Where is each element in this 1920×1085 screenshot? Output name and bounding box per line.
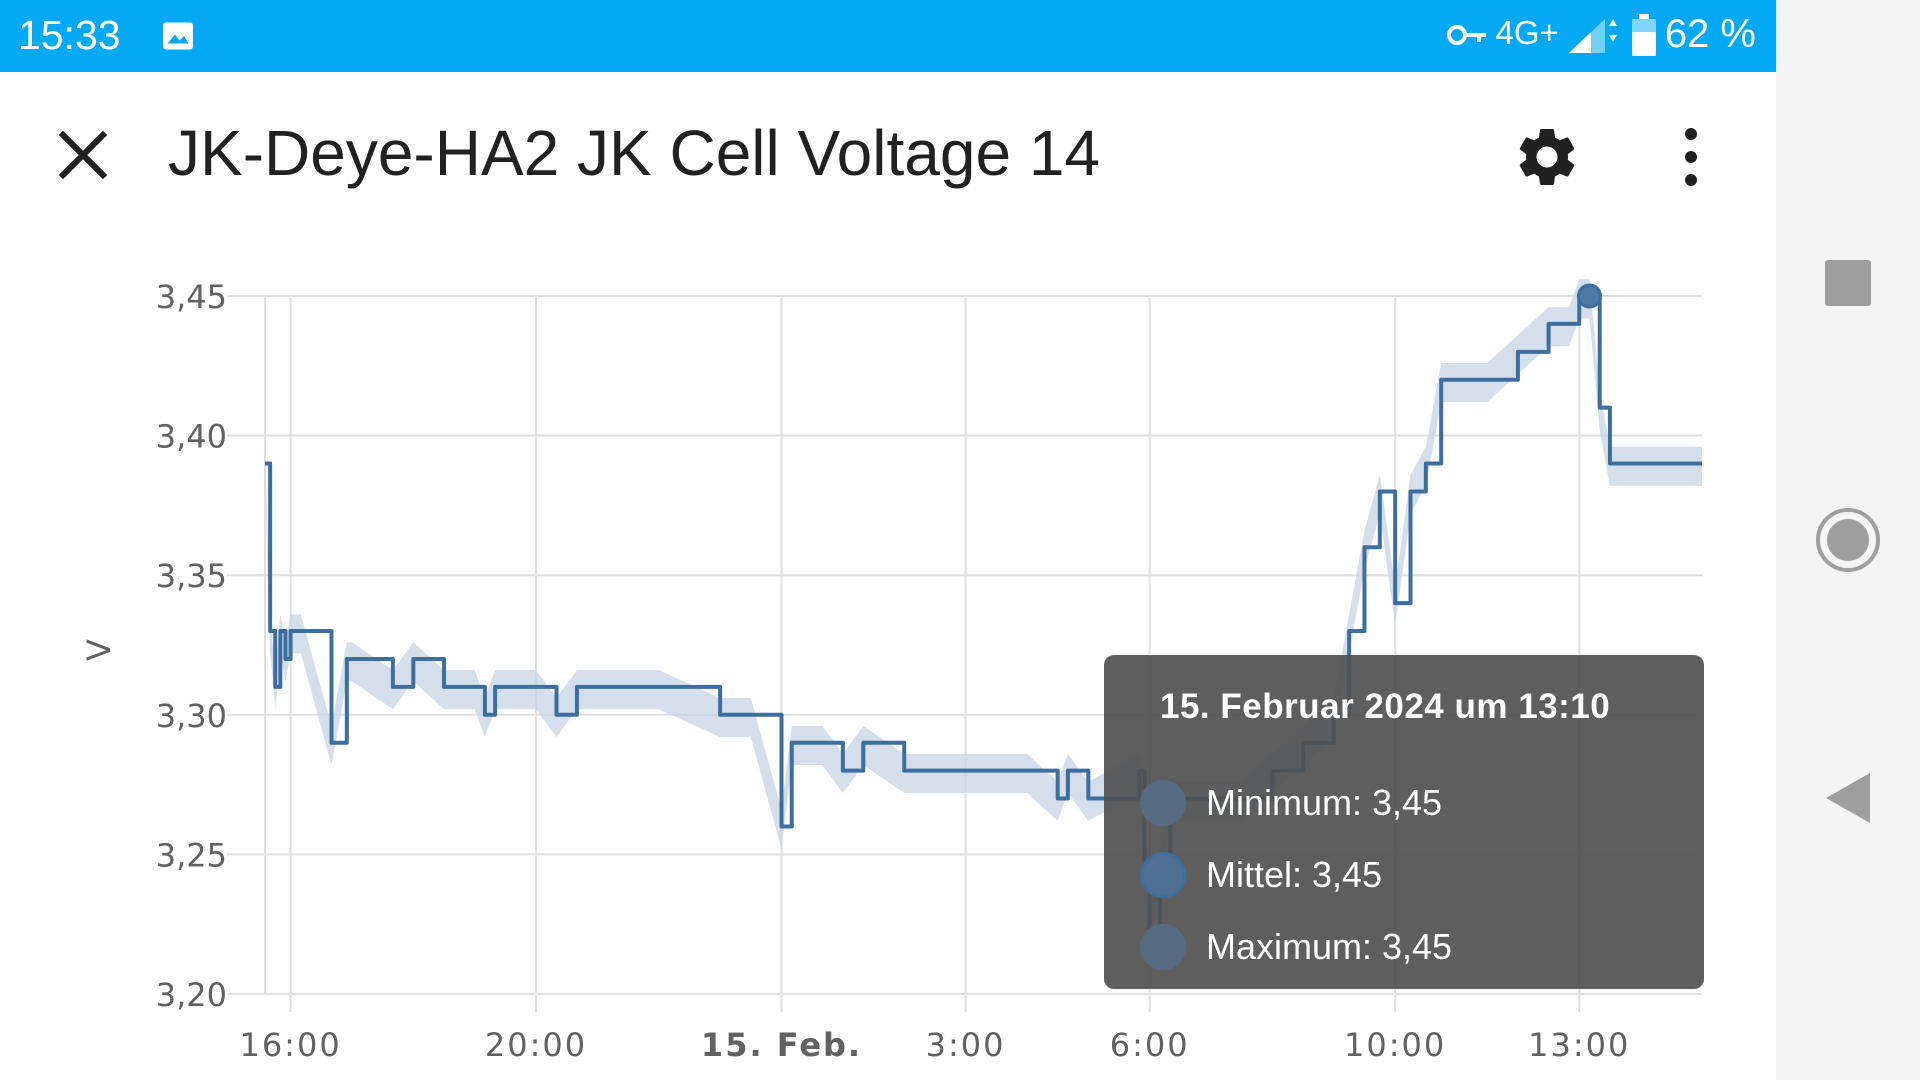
tooltip-title: 15. Februar 2024 um 13:10 bbox=[1160, 687, 1611, 726]
status-time: 15:33 bbox=[18, 12, 121, 58]
x-tick-label: 6:00 bbox=[1110, 1026, 1190, 1064]
dialog-header: JK-Deye-HA2 JK Cell Voltage 14 bbox=[0, 72, 1776, 242]
back-button[interactable] bbox=[1776, 758, 1920, 838]
y-tick-label: 3,25 bbox=[156, 836, 227, 874]
tooltip-row-mean: Mittel: 3,45 bbox=[1140, 847, 1382, 903]
tooltip-mean-text: Mittel: 3,45 bbox=[1206, 854, 1383, 895]
image-icon bbox=[163, 22, 193, 50]
legend-mean-swatch bbox=[1140, 852, 1186, 898]
vpn-key-icon bbox=[1446, 24, 1486, 45]
close-icon[interactable] bbox=[55, 127, 111, 183]
signal-icon bbox=[1568, 18, 1617, 53]
x-tick-label: 16:00 bbox=[239, 1026, 341, 1064]
chart-tooltip: 15. Februar 2024 um 13:10 Minimum: 3,45 … bbox=[1104, 655, 1704, 989]
hover-point bbox=[1576, 283, 1602, 309]
network-type: 4G+ bbox=[1495, 13, 1559, 51]
y-axis: 3,45 3,40 3,35 3,30 3,25 3,20 bbox=[156, 278, 227, 1014]
series-line-mittel[interactable] bbox=[265, 294, 1702, 941]
page-title: JK-Deye-HA2 JK Cell Voltage 14 bbox=[168, 117, 1100, 189]
tooltip-min-text: Minimum: 3,45 bbox=[1206, 782, 1443, 823]
square-icon bbox=[1825, 260, 1871, 306]
x-tick-label: 20:00 bbox=[485, 1026, 587, 1064]
x-tick-label: 10:00 bbox=[1344, 1026, 1446, 1064]
status-right: 4G+ 62 % bbox=[1446, 12, 1756, 57]
y-axis-label: V bbox=[80, 639, 118, 661]
y-tick-label: 3,30 bbox=[156, 697, 227, 735]
y-tick-label: 3,45 bbox=[156, 278, 227, 316]
tooltip-row-max: Maximum: 3,45 bbox=[1140, 919, 1452, 975]
y-tick-label: 3,20 bbox=[156, 976, 227, 1014]
status-bar: 15:33 4G+ 62 % bbox=[0, 0, 1776, 72]
y-tick-label: 3,35 bbox=[156, 557, 227, 595]
x-tick-label: 15. Feb. bbox=[701, 1026, 862, 1064]
legend-max-swatch bbox=[1140, 924, 1186, 970]
navigation-bar bbox=[1776, 0, 1920, 1080]
x-tick-label: 3:00 bbox=[926, 1026, 1006, 1064]
battery-level: 62 % bbox=[1664, 12, 1756, 56]
legend-min-swatch bbox=[1140, 780, 1186, 826]
triangle-back-icon bbox=[1826, 773, 1870, 823]
tooltip-max-text: Maximum: 3,45 bbox=[1206, 926, 1453, 967]
x-tick-label: 13:00 bbox=[1528, 1026, 1630, 1064]
settings-icon[interactable] bbox=[1512, 122, 1582, 192]
battery-icon bbox=[1631, 13, 1656, 56]
x-axis: 16:00 20:00 15. Feb. 3:00 6:00 10:00 13:00 bbox=[239, 1026, 1630, 1064]
recents-button[interactable] bbox=[1776, 243, 1920, 323]
more-vert-icon[interactable] bbox=[1664, 124, 1718, 190]
home-button[interactable] bbox=[1776, 500, 1920, 580]
circle-icon bbox=[1816, 508, 1880, 572]
y-tick-label: 3,40 bbox=[156, 418, 227, 456]
tooltip-row-min: Minimum: 3,45 bbox=[1140, 775, 1442, 831]
